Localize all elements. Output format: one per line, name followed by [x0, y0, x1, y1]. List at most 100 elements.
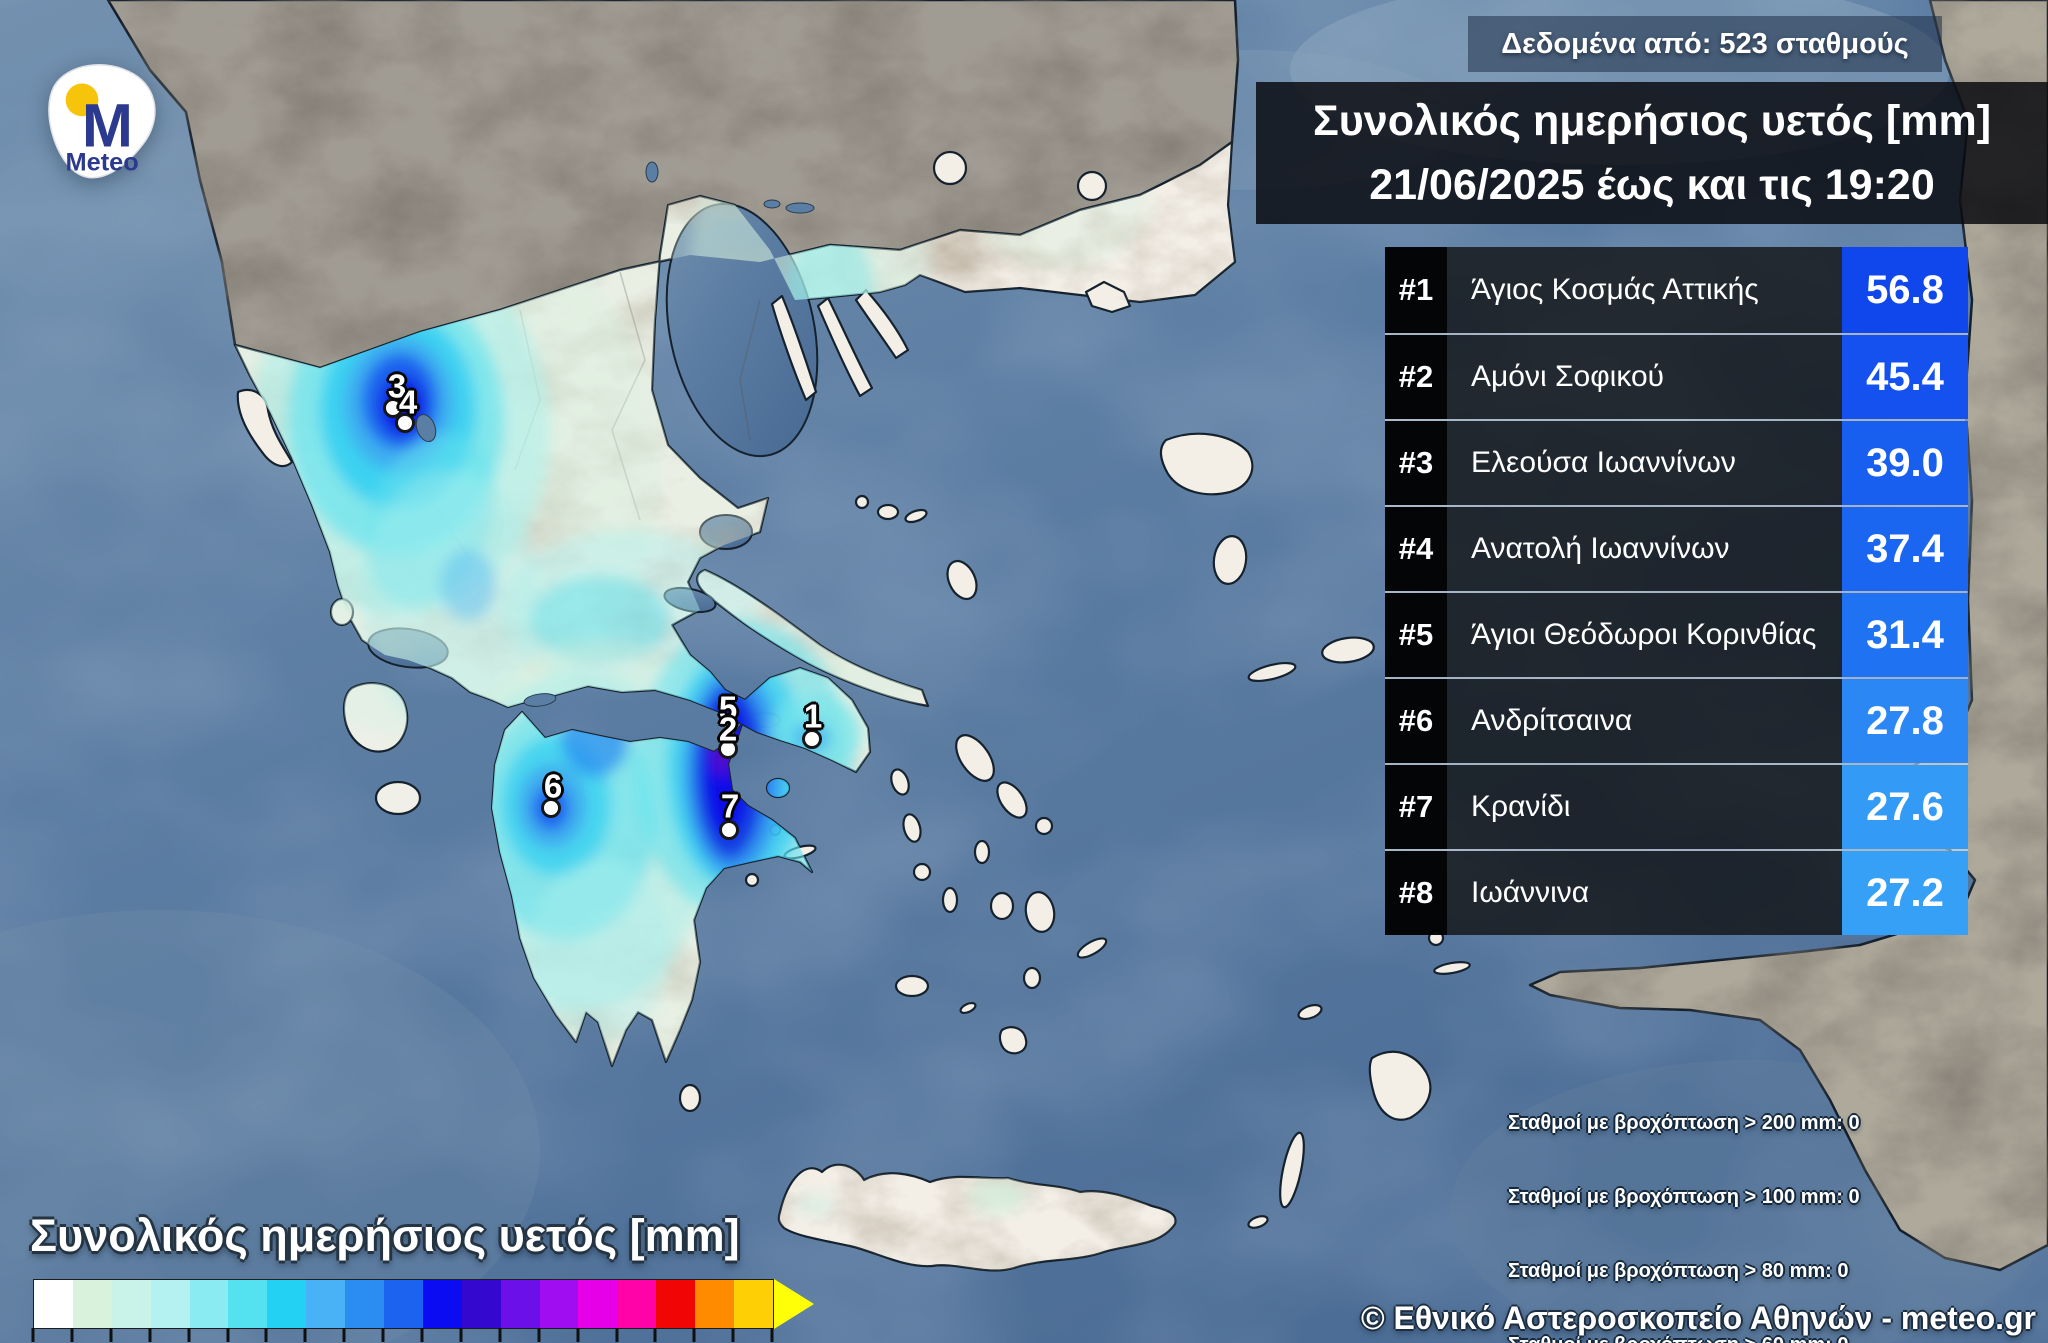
scale-segment [422, 1280, 462, 1328]
scale-label: 8 [299, 1341, 312, 1343]
rank-cell: #3 [1385, 421, 1447, 505]
scale-tick [381, 1328, 385, 1342]
table-row: #2 Αμόνι Σοφικού 45.4 [1385, 333, 1968, 419]
copyright: © Εθνικό Αστεροσκοπείο Αθηνών - meteo.gr [1361, 1300, 2036, 1336]
scale-segment [500, 1280, 540, 1328]
top-stations-table: #1 Άγιος Κοσμάς Αττικής 56.8 #2 Αμόνι Σο… [1385, 247, 1968, 935]
scale-label: 150 [675, 1341, 713, 1343]
scale-label: 0.2 [56, 1341, 88, 1343]
lakes [415, 161, 815, 707]
scale-tick [731, 1328, 735, 1342]
chalkidiki [770, 288, 910, 402]
station-dot [802, 729, 822, 749]
scale-label: 200 [714, 1341, 752, 1343]
value-cell: 27.2 [1842, 851, 1968, 935]
table-row: #4 Ανατολή Ιωαννίνων 37.4 [1385, 505, 1968, 591]
scale-tick [187, 1328, 191, 1342]
rank-cell: #5 [1385, 593, 1447, 677]
scale-label: 4 [221, 1341, 234, 1343]
scale-label: 20 [409, 1341, 435, 1343]
station-marker-5: 5 [718, 689, 738, 727]
value-cell: 45.4 [1842, 335, 1968, 419]
scale-label: 80 [604, 1341, 630, 1343]
table-row: #3 Ελεούσα Ιωαννίνων 39.0 [1385, 419, 1968, 505]
station-cell: Ανατολή Ιωαννίνων [1447, 507, 1842, 591]
station-dot [718, 739, 738, 759]
scale-segment [267, 1280, 307, 1328]
rank-cell: #8 [1385, 851, 1447, 935]
station-cell: Ανδρίτσαινα [1447, 679, 1842, 763]
scale-label: 0.6 [95, 1341, 127, 1343]
scale-segment [461, 1280, 501, 1328]
scale-tick [459, 1328, 463, 1342]
station-marker-4: 4 [398, 383, 418, 421]
scale-label: 60 [565, 1341, 591, 1343]
scale-segment [695, 1280, 735, 1328]
station-cell: Άγιοι Θεόδωροι Κορινθίας [1447, 593, 1842, 677]
scale-tick [498, 1328, 502, 1342]
station-marker-6: 6 [543, 767, 563, 805]
rank-cell: #2 [1385, 335, 1447, 419]
scale-tick [70, 1328, 74, 1342]
scale-label: 0 [27, 1341, 40, 1343]
scale-segment [539, 1280, 579, 1328]
map-title-line2: 21/06/2025 έως και τις 19:20 [1369, 161, 1935, 209]
scale-tick [770, 1328, 774, 1342]
table-row: #7 Κρανίδι 27.6 [1385, 763, 1968, 849]
table-row: #1 Άγιος Κοσμάς Αττικής 56.8 [1385, 247, 1968, 333]
table-row: #6 Ανδρίτσαινα 27.8 [1385, 677, 1968, 763]
value-cell: 27.8 [1842, 679, 1968, 763]
station-marker-2: 2 [718, 710, 738, 748]
station-dot [719, 820, 739, 840]
value-cell: 37.4 [1842, 507, 1968, 591]
scale-label: 15 [370, 1341, 396, 1343]
legend-title: Συνολικός ημερήσιος υετός [mm] [30, 1210, 740, 1261]
station-cell: Άγιος Κοσμάς Αττικής [1447, 247, 1842, 333]
value-cell: 56.8 [1842, 247, 1968, 333]
station-dot [541, 798, 561, 818]
scale-tick [420, 1328, 424, 1342]
scale-segment [111, 1280, 151, 1328]
value-cell: 39.0 [1842, 421, 1968, 505]
scale-segment [189, 1280, 229, 1328]
scale-label: 1 [143, 1341, 156, 1343]
station-cell: Κρανίδι [1447, 765, 1842, 849]
scale-label: 300 [753, 1341, 791, 1343]
scale-segment [150, 1280, 190, 1328]
logo-sun-icon [65, 83, 99, 117]
scale-segment [617, 1280, 657, 1328]
scale-tick [342, 1328, 346, 1342]
scale-tick [31, 1328, 35, 1342]
scale-label: 6 [260, 1341, 273, 1343]
scale-tick [576, 1328, 580, 1342]
station-cell: Αμόνι Σοφικού [1447, 335, 1842, 419]
table-row: #8 Ιωάννινα 27.2 [1385, 849, 1968, 935]
stats-line: Σταθμοί με βροχόπτωση > 100 mm: 0 [1508, 1185, 1860, 1208]
scale-segment [656, 1280, 696, 1328]
stats-line: Σταθμοί με βροχόπτωση > 200 mm: 0 [1508, 1112, 1860, 1135]
stats-line: Σταθμοί με βροχόπτωση > 60 mm: 0 [1508, 1333, 1860, 1343]
map-title-box: Συνολικός ημερήσιος υετός [mm] 21/06/202… [1256, 82, 2048, 224]
scale-tick [303, 1328, 307, 1342]
landmass-anatolia [1528, 0, 2048, 1272]
scale-tick [653, 1328, 657, 1342]
value-cell: 27.6 [1842, 765, 1968, 849]
scale-label: 10 [331, 1341, 357, 1343]
station-marker-7: 7 [720, 787, 740, 825]
station-dot [383, 398, 403, 418]
station-dot [395, 413, 415, 433]
value-cell: 31.4 [1842, 593, 1968, 677]
scale-segment [306, 1280, 346, 1328]
scale-segment [734, 1280, 773, 1328]
scale-label: 100 [636, 1341, 674, 1343]
scale-label: 50 [526, 1341, 552, 1343]
stats-line: Σταθμοί με βροχόπτωση > 80 mm: 0 [1508, 1259, 1849, 1282]
scale-segment [34, 1280, 73, 1328]
scale-segment [345, 1280, 385, 1328]
scale-label: 2 [182, 1341, 195, 1343]
rank-cell: #7 [1385, 765, 1447, 849]
scale-tick [226, 1328, 229, 1342]
scale-tick [148, 1328, 152, 1342]
station-marker-3: 3 [387, 367, 407, 405]
